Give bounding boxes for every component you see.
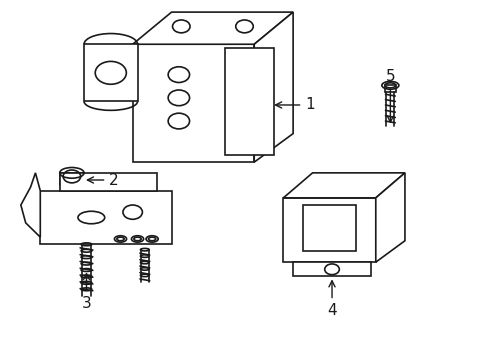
Text: 4: 4 (326, 281, 336, 318)
Text: 1: 1 (275, 98, 314, 112)
Polygon shape (60, 173, 84, 185)
Polygon shape (132, 44, 254, 162)
Polygon shape (224, 48, 273, 155)
Text: 5: 5 (385, 68, 394, 122)
Text: 2: 2 (87, 172, 119, 188)
Text: 3: 3 (81, 274, 91, 311)
Polygon shape (63, 185, 81, 196)
Polygon shape (283, 173, 404, 198)
Polygon shape (292, 262, 370, 276)
Polygon shape (384, 85, 395, 93)
Polygon shape (60, 173, 157, 191)
Polygon shape (375, 173, 404, 262)
Polygon shape (132, 12, 292, 44)
Polygon shape (21, 173, 40, 237)
Polygon shape (84, 44, 137, 102)
Polygon shape (254, 12, 292, 162)
Polygon shape (40, 191, 171, 244)
Polygon shape (283, 198, 375, 262)
